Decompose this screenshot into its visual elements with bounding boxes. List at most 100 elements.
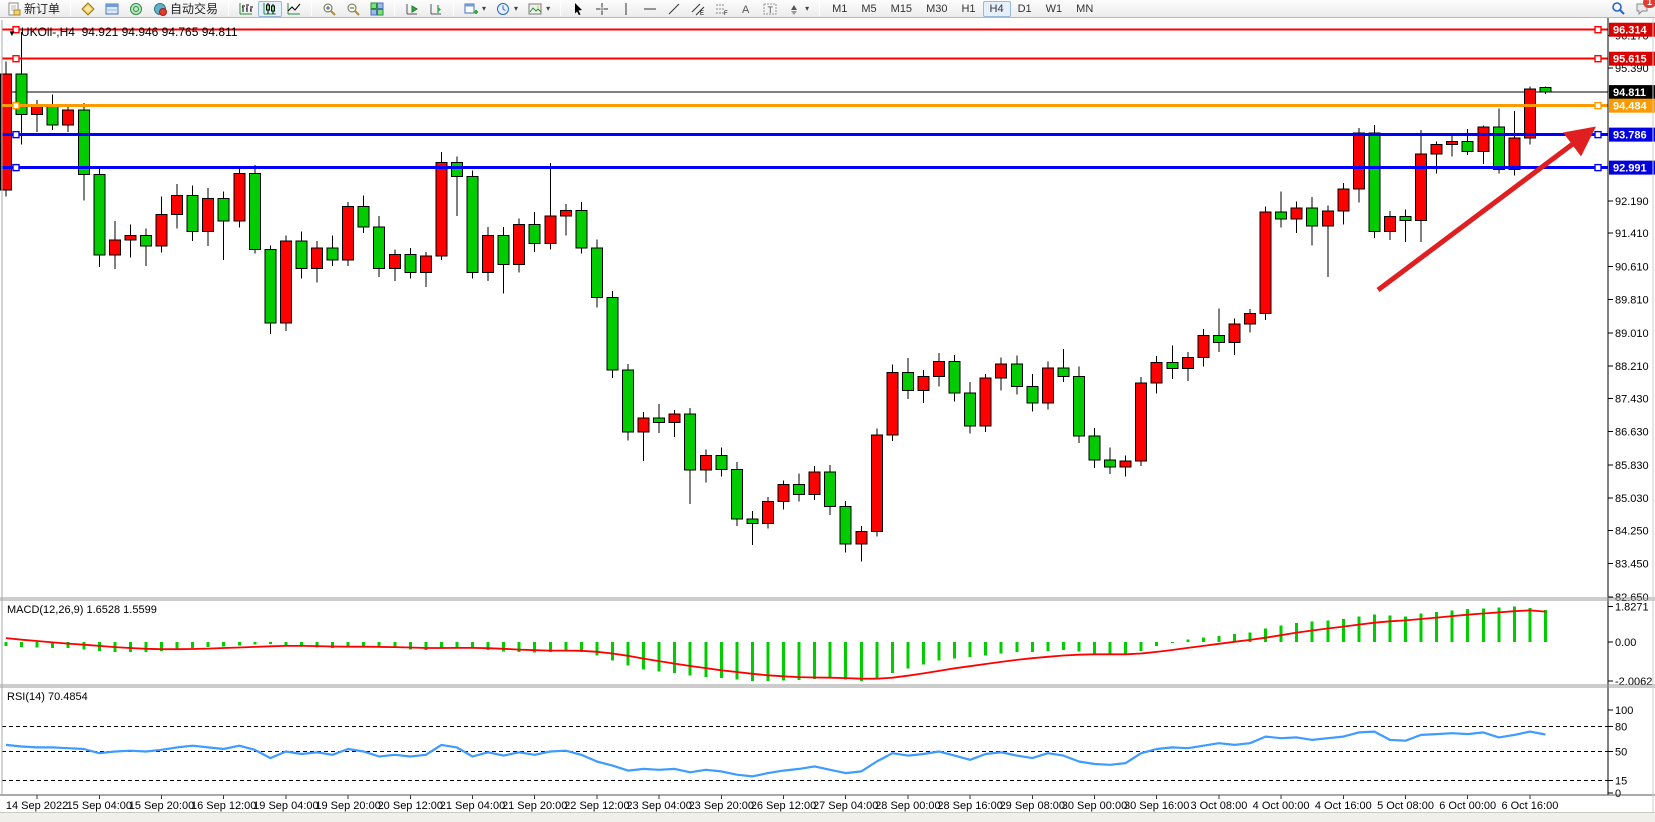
new-chart-button[interactable]: ▾ [459,1,491,17]
new-order-button[interactable]: 新订单 [2,1,65,17]
time-label: 21 Sep 04:00 [440,800,505,812]
arrows-button[interactable]: ▾ [782,1,814,17]
time-label: 5 Oct 08:00 [1377,800,1434,812]
hline-anchor[interactable] [1594,55,1602,63]
trend-arrow[interactable] [1376,126,1596,292]
chart-area[interactable]: ▼ UKOil-,H4 94.921 94.946 94.765 94.811 M… [0,18,1655,812]
price-tick: 83.450 [1615,559,1649,571]
price-tick: 92.190 [1615,196,1649,208]
data-window-button[interactable] [100,1,124,17]
price-tick: 87.430 [1615,393,1649,405]
toolbar-separator [311,1,313,16]
price-scale[interactable]: 96.17095.39092.19091.41090.61089.81089.0… [1607,18,1655,800]
nav-icon [129,2,143,16]
macd-indicator-label: MACD(12,26,9) 1.6528 1.5599 [7,604,157,616]
hline-anchor[interactable] [12,55,20,63]
notification-badge: 1 [1642,0,1655,8]
macd-panel[interactable] [4,606,1547,682]
hline-anchor[interactable] [1594,130,1602,139]
time-label: 3 Oct 08:00 [1190,800,1247,812]
linechart-icon [287,2,301,16]
zoom-in-button[interactable] [317,1,341,17]
time-label: 20 Sep 12:00 [378,800,443,812]
chevron-down-icon[interactable]: ▾ [546,4,551,13]
time-label: 19 Sep 20:00 [315,800,380,812]
hline-anchor[interactable] [12,163,20,172]
chevron-down-icon[interactable]: ▾ [514,4,519,13]
price-tick: 85.830 [1615,460,1649,472]
tile-windows-button[interactable] [365,1,389,17]
timeframe-d1-button[interactable]: D1 [1017,2,1032,15]
timeframe-m1-button[interactable]: M1 [832,2,848,15]
label-button[interactable]: T [758,1,782,17]
price-tick: 91.410 [1615,228,1649,240]
time-label: 23 Sep 04:00 [626,800,691,812]
auto-scroll-button[interactable] [400,1,424,17]
chart-symbol-label[interactable]: ▼ UKOil-,H4 94.921 94.946 94.765 94.811 [8,25,238,39]
hline-anchor[interactable] [1594,163,1602,172]
zoom-out-button[interactable] [341,1,365,17]
time-label: 28 Sep 16:00 [937,800,1002,812]
autotrading-button[interactable]: 自动交易 [148,1,223,17]
rsi-panel[interactable] [2,726,1608,782]
price-marker-text: 96.314 [1613,25,1648,37]
chart-canvas[interactable]: 96.17095.39092.19091.41090.61089.81089.0… [0,18,1655,812]
doc-icon [7,2,21,16]
autotrading-button-label: 自动交易 [170,2,219,16]
bar-chart-button[interactable] [234,1,258,17]
hline-anchor[interactable] [12,26,20,34]
hline-button[interactable] [638,1,662,17]
hline-anchor[interactable] [1594,26,1602,34]
template-icon [528,2,542,16]
time-label: 15 Sep 04:00 [67,800,132,812]
price-tick: 89.010 [1615,328,1649,340]
price-marker-93.786 [1609,127,1655,142]
svg-text:A: A [742,4,750,16]
notifications-button[interactable]: 1 [1635,0,1655,18]
chartshift-icon [429,2,443,16]
templates-button[interactable]: ▾ [523,1,555,17]
crosshair-button[interactable] [590,1,614,17]
hline-anchor[interactable] [12,130,20,139]
window-icon [105,2,119,16]
rsi-scale-label: 0 [1615,788,1621,800]
zoom-in-icon [322,2,336,16]
diamond-icon [81,1,95,16]
search-icon[interactable] [1611,1,1625,18]
line-chart-button[interactable] [282,1,306,17]
chevron-down-icon[interactable]: ▾ [805,4,810,13]
channel-icon: E [691,2,705,16]
price-panel[interactable] [0,26,1609,562]
vline-button[interactable] [614,1,638,17]
cursor-button[interactable] [566,1,590,17]
rsi-indicator-label: RSI(14) 70.4854 [7,691,88,703]
market-watch-button[interactable] [76,1,100,17]
navigator-button[interactable] [124,1,148,17]
channel-button[interactable]: E [686,1,710,17]
timeframe-m5-button[interactable]: M5 [861,2,877,15]
price-marker-text: 95.615 [1613,54,1647,66]
hline-anchor[interactable] [12,101,20,110]
hline-anchor[interactable] [1594,101,1602,110]
periods-button[interactable]: ▾ [491,1,523,17]
play-red-icon [153,2,168,16]
timeframe-m30-button[interactable]: M30 [926,2,948,15]
timeframe-h1-button[interactable]: H1 [961,2,976,15]
trendline-button[interactable] [662,1,686,17]
chevron-down-icon[interactable]: ▾ [482,4,487,13]
indicator-dropdown-icon[interactable]: ▼ [8,29,16,38]
candlestick-button[interactable] [258,0,283,17]
price-tick: 85.030 [1615,493,1649,505]
fibonacci-button[interactable]: F [710,1,734,17]
timeframe-w1-button[interactable]: W1 [1045,2,1063,15]
clock-icon [496,2,510,16]
timeframe-mn-button[interactable]: MN [1076,2,1094,15]
price-marker-text: 94.484 [1613,101,1648,113]
chart-shift-button[interactable] [424,1,448,17]
text-button[interactable]: A [734,1,758,17]
timeframe-h4-button[interactable]: H4 [982,0,1011,17]
timeframe-m15-button[interactable]: M15 [890,2,913,15]
time-label: 19 Sep 04:00 [253,800,318,812]
